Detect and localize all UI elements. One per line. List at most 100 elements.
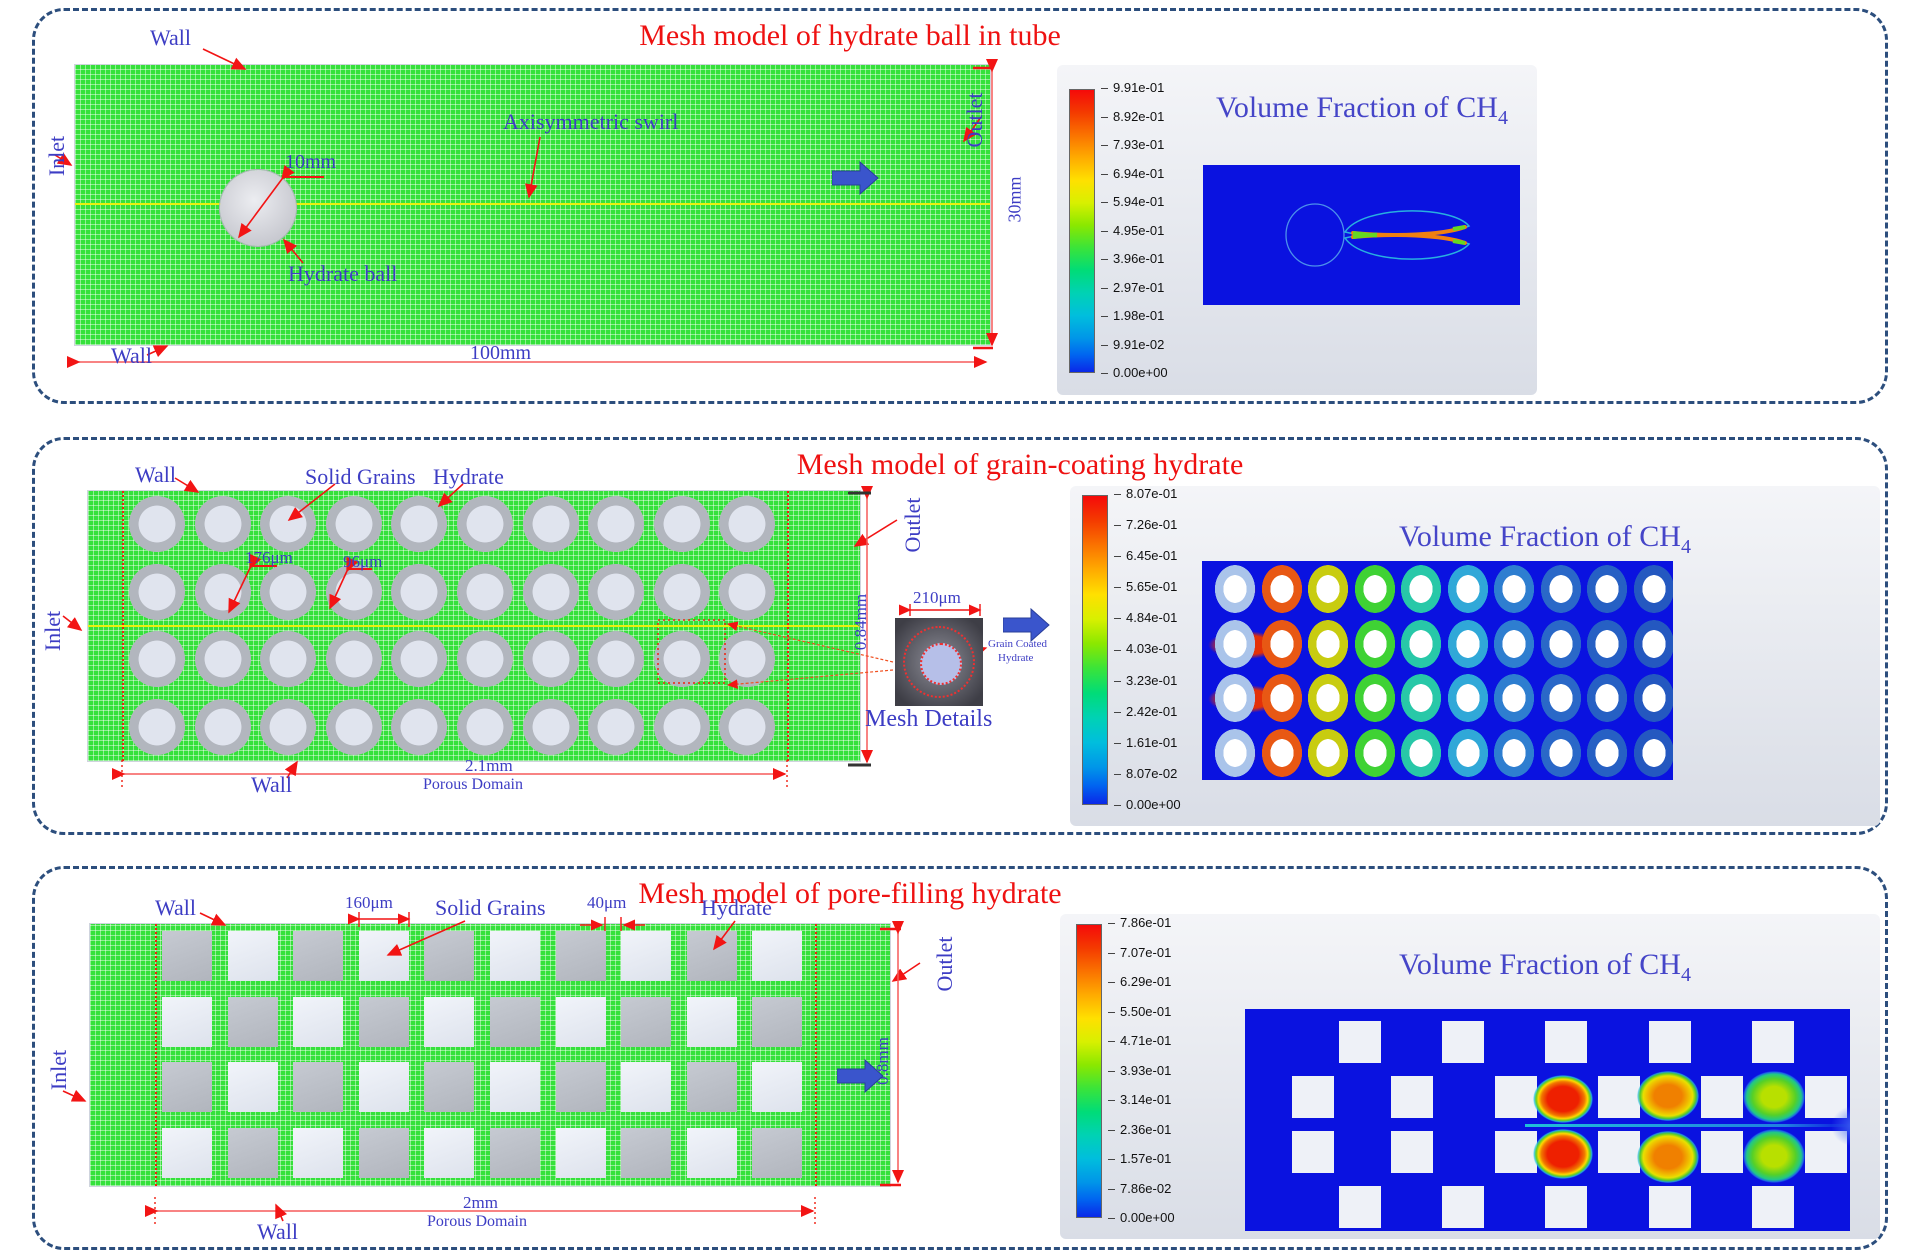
solid-grain-square [293, 996, 344, 1047]
contour-hydrate-ball [1203, 165, 1520, 305]
pore-contour-square [1701, 1076, 1743, 1118]
colorbar [1082, 495, 1108, 805]
grain-contour-cell [1493, 618, 1535, 669]
viz-title-text: Volume Fraction of CH [1399, 520, 1681, 553]
contour-pore [1245, 1009, 1850, 1231]
grain-circle [129, 563, 185, 620]
grain-size-label: 160μm [345, 893, 393, 912]
solid-grain-square [227, 931, 278, 981]
colorbar-tick-label: 0.00e+00 [1114, 798, 1214, 811]
axisymmetric-label: Axisymmetric swirl [503, 109, 679, 134]
ball-outline [1285, 203, 1345, 267]
hydrate-square [555, 1062, 606, 1112]
hydrate-square [424, 931, 475, 981]
grain-circle [325, 698, 382, 755]
domain-length-label: 2mm [463, 1193, 498, 1212]
grain-contour-cell [1539, 564, 1582, 614]
grain-circle [194, 698, 251, 755]
mesh-hydrate-ball [75, 65, 990, 345]
grain-circle [391, 698, 448, 755]
grain-circle [719, 563, 776, 620]
grain-contour-cell [1493, 564, 1535, 614]
hydrate-square [752, 1127, 803, 1178]
colorbar-tick-label: 4.95e-01 [1101, 224, 1201, 237]
outlet-label: Outlet [900, 497, 925, 553]
colorbar-tick-label: 2.36e-01 [1108, 1123, 1208, 1136]
grain-circle [391, 496, 448, 552]
grain-circle [653, 496, 710, 552]
grain-contour-cell [1260, 727, 1303, 778]
solid-grain-square [752, 1062, 803, 1112]
grain-circle [260, 496, 317, 552]
pore-contour-square [1391, 1076, 1433, 1118]
pore-contour-square [1701, 1131, 1743, 1173]
grain-circle [457, 496, 513, 552]
solid-grain-square [358, 1062, 409, 1112]
centerline [1525, 1124, 1850, 1127]
solid-grain-square [621, 1062, 672, 1112]
plume-streak [1452, 239, 1466, 245]
grain-contour-cell [1493, 673, 1535, 723]
grain-circle [588, 631, 645, 687]
outlet-label: Outlet [932, 936, 957, 992]
pore-contour-square [1545, 1186, 1587, 1228]
pore-contour-square [1339, 1186, 1381, 1228]
grain-contour-cell [1307, 618, 1349, 669]
pore-contour-square [1391, 1131, 1433, 1173]
pore-contour-square [1442, 1186, 1484, 1228]
grain-contour-cell [1632, 618, 1673, 669]
hydrate-square [490, 1127, 540, 1178]
grain-contour-cell [1353, 618, 1396, 669]
colorbar-tick-label: 9.91e-01 [1101, 81, 1201, 94]
grain-diameter-label: 176μm [245, 548, 293, 567]
panel-pore-filling: Mesh model of pore-filling hydrate [32, 866, 1888, 1250]
grain-contour-cell [1632, 727, 1673, 778]
grain-circle [391, 631, 448, 687]
colorbar-tick-label: 4.03e-01 [1114, 642, 1214, 655]
viz-title-text: Volume Fraction of CH [1399, 948, 1681, 981]
hydrate-square [424, 1062, 475, 1112]
colorbar-tick-label: 3.96e-01 [1101, 252, 1201, 265]
grain-circle [194, 563, 251, 620]
contour-grain [1202, 561, 1673, 780]
outlet-arrow [853, 519, 898, 547]
grain-circle [129, 698, 185, 755]
grain-contour-cell [1446, 564, 1489, 614]
colorbar-tick-label: 7.07e-01 [1108, 946, 1208, 959]
colorbar-ticks: 7.86e-01 7.07e-01 6.29e-01 5.50e-01 4.71e-01… [1108, 916, 1208, 1224]
viz-title-sub: 4 [1497, 107, 1508, 129]
panel-title: Mesh model of grain-coating hydrate [796, 448, 1244, 481]
grain-circle [129, 496, 185, 552]
grain-contour-cell [1539, 618, 1582, 669]
hydrate-label: Hydrate [701, 895, 772, 920]
hydrate-square [293, 1062, 344, 1112]
colorbar-tick-label: 8.07e-01 [1114, 487, 1214, 500]
inlet-label: Inlet [46, 1049, 71, 1091]
colorbar-tick-label: 3.93e-01 [1108, 1064, 1208, 1077]
grain-coated-label-1: Grain Coated [988, 638, 1047, 650]
wall-top-label: Wall [150, 25, 191, 50]
porous-boundary-line [155, 924, 157, 1186]
grain-contour-cell [1632, 564, 1673, 614]
colorbar-tick-label: 5.94e-01 [1101, 195, 1201, 208]
grain-contour-cell [1400, 564, 1442, 614]
solid-grain-square [686, 996, 737, 1047]
colorbar-tick-label: 2.42e-01 [1114, 705, 1214, 718]
pore-contour-square [1292, 1076, 1334, 1118]
colorbar-tick-label: 6.94e-01 [1101, 167, 1201, 180]
grain-contour-cell [1586, 673, 1628, 723]
grain-coated-ring [903, 626, 975, 698]
solid-grain-square [490, 931, 540, 981]
grain-contour-cell [1260, 673, 1303, 723]
grain-circle [194, 496, 251, 552]
mesh-pore-filling [90, 924, 890, 1186]
wall-bottom-label: Wall [251, 772, 292, 797]
grain-circle [588, 698, 645, 755]
grain-contour-cell [1446, 727, 1489, 778]
pore-contour-square [1649, 1021, 1691, 1063]
grain-contour-cell [1400, 727, 1442, 778]
pore-contour-square [1495, 1076, 1537, 1118]
hydrate-square [621, 1127, 672, 1178]
hydrate-square [358, 1127, 409, 1178]
grain-circle [719, 496, 776, 552]
